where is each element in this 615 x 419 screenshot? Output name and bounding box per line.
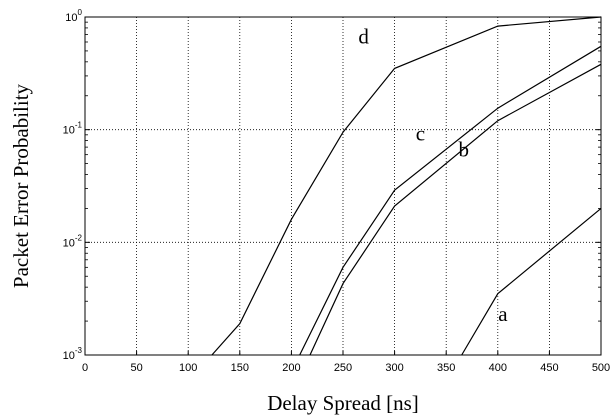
x-tick-label: 0 (82, 362, 88, 374)
series (211, 16, 602, 356)
x-tick-label: 200 (282, 362, 300, 374)
y-axis-title: Packet Error Probability (9, 83, 33, 288)
x-tick-label: 350 (437, 362, 455, 374)
x-axis-title: Delay Spread [ns] (267, 391, 419, 415)
curve-label-c: c (416, 122, 425, 146)
x-tick-label: 450 (540, 362, 558, 374)
series-line-d (211, 16, 602, 356)
ticks: 0 50 100 150 200 250 300 350 400 450 500 10-3 10-2 10… (63, 8, 611, 374)
x-tick-label: 50 (130, 362, 142, 374)
x-tick-label: 150 (231, 362, 249, 374)
grid (85, 17, 601, 355)
y-tick-label: 10-2 (63, 233, 83, 249)
curve-label-d: d (358, 25, 369, 49)
curve-label-a: a (498, 302, 508, 326)
series-line-a (461, 207, 602, 356)
curve-labels: a b c d (358, 25, 508, 326)
y-tick-label: 100 (65, 8, 82, 24)
x-tick-label: 250 (334, 362, 352, 374)
x-tick-label: 400 (489, 362, 507, 374)
curve-label-b: b (458, 137, 469, 161)
series-line-c (299, 45, 602, 356)
y-tick-label: 10-3 (63, 346, 83, 362)
x-tick-label: 500 (592, 362, 610, 374)
x-tick-label: 300 (385, 362, 403, 374)
x-tick-label: 100 (179, 362, 197, 374)
y-tick-label: 10-1 (63, 121, 83, 137)
series-line-b (309, 63, 602, 356)
